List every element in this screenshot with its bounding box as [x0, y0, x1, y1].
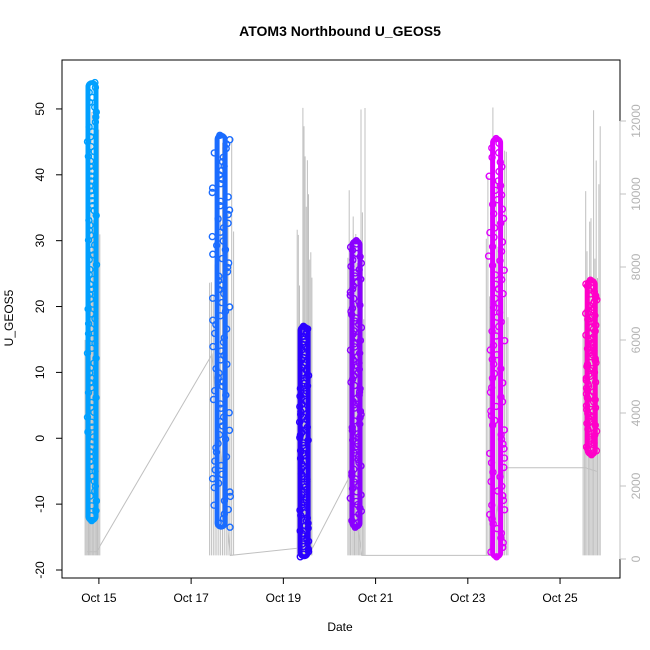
y2-tick-label: 10000: [629, 177, 643, 211]
plot-frame: [61, 59, 621, 579]
y-tick-label: 40: [33, 168, 47, 182]
y-axis-label: U_GEOS5: [2, 289, 16, 346]
series-flight-3: [295, 322, 313, 561]
data-point: [208, 232, 217, 241]
y2-axis-right: 0 2000 4000 6000 8000 10000 12000: [619, 104, 643, 562]
y-tick-label: 30: [33, 234, 47, 248]
y2-tick-label: 12000: [629, 104, 643, 138]
data-point-cluster: [214, 132, 228, 530]
series-flight-2: [208, 131, 235, 531]
data-point-cluster: [584, 277, 598, 458]
data-point-cluster: [490, 136, 504, 560]
y-tick-label: 10: [33, 365, 47, 379]
data-point-cluster: [349, 238, 363, 530]
data-point-cluster: [85, 80, 99, 524]
series-flight-6: [582, 276, 601, 459]
y-axis: -20 -10 0 10 20 30 40 50: [33, 102, 62, 579]
x-axis-label: Date: [327, 620, 353, 634]
data-point: [226, 523, 234, 531]
x-tick-label: Oct 15: [81, 591, 117, 605]
altitude-connector-line: [87, 353, 598, 557]
y-tick-label: 50: [33, 102, 47, 116]
y2-tick-label: 4000: [629, 399, 643, 426]
x-tick-label: Oct 17: [173, 591, 209, 605]
series-flight-4: [346, 236, 366, 531]
series-flight-1: [83, 78, 101, 525]
chart-title: ATOM3 Northbound U_GEOS5: [239, 23, 441, 39]
x-tick-label: Oct 19: [266, 591, 302, 605]
x-tick-label: Oct 21: [358, 591, 394, 605]
y2-tick-label: 8000: [629, 253, 643, 280]
y2-tick-label: 2000: [629, 472, 643, 499]
y2-tick-label: 6000: [629, 326, 643, 353]
y-tick-label: 20: [33, 300, 47, 314]
x-tick-label: Oct 23: [450, 591, 486, 605]
plot-area: [83, 78, 601, 561]
x-axis: Oct 15 Oct 17 Oct 19 Oct 21 Oct 23 Oct 25: [81, 577, 578, 605]
series-flight-5: [484, 134, 509, 561]
data-point-cluster: [297, 323, 311, 560]
x-tick-label: Oct 25: [542, 591, 578, 605]
y-tick-label: -10: [33, 495, 47, 513]
y2-tick-label: 0: [629, 555, 643, 562]
y-tick-label: -20: [33, 561, 47, 579]
y-tick-label: 0: [33, 435, 47, 442]
